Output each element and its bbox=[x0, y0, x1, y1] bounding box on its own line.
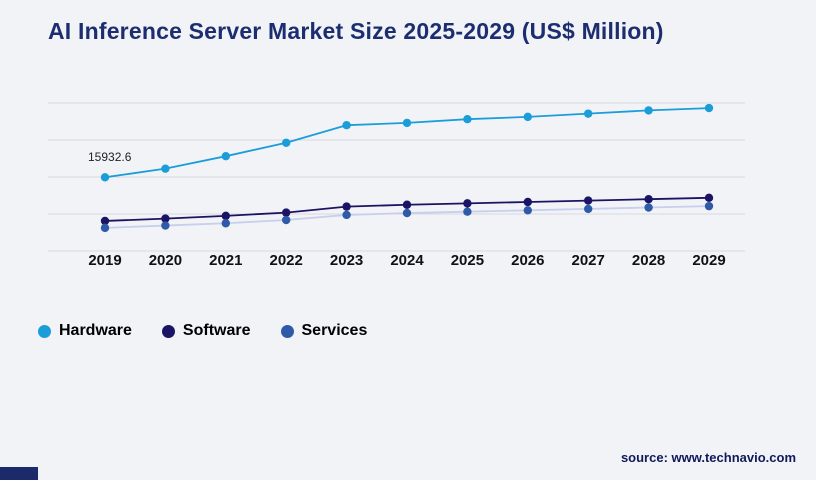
x-axis-label: 2025 bbox=[450, 252, 485, 269]
legend-item-services: Services bbox=[280, 322, 368, 340]
data-label-hardware-2019: 15932.6 bbox=[88, 150, 132, 164]
data-point-software bbox=[282, 208, 291, 217]
data-point-hardware bbox=[644, 106, 653, 115]
data-point-hardware bbox=[584, 109, 593, 118]
legend-label: Services bbox=[301, 322, 368, 339]
series-line-hardware bbox=[104, 107, 710, 179]
data-point-services bbox=[342, 210, 351, 220]
data-point-hardware bbox=[402, 118, 412, 128]
data-point-software bbox=[644, 195, 653, 204]
legend-item-software: Software bbox=[161, 322, 251, 340]
x-axis: 2019 2020 2021 2022 2023 2024 2025 2026 2027 2028… bbox=[0, 252, 816, 276]
data-point-software bbox=[463, 199, 472, 208]
data-point-hardware bbox=[282, 138, 291, 147]
legend-label: Hardware bbox=[59, 322, 132, 339]
data-point-services bbox=[584, 204, 593, 214]
data-point-services bbox=[463, 207, 472, 216]
data-point-software bbox=[161, 214, 170, 223]
data-point-services bbox=[523, 206, 532, 215]
data-point-services bbox=[402, 208, 412, 218]
data-point-software bbox=[584, 196, 593, 205]
chart-legend: Hardware Software Services bbox=[38, 322, 367, 340]
data-point-software bbox=[221, 211, 230, 221]
data-point-hardware bbox=[342, 121, 351, 130]
data-point-services bbox=[100, 223, 110, 233]
legend-label: Software bbox=[182, 322, 251, 339]
x-axis-label: 2022 bbox=[269, 252, 303, 269]
legend-dot-icon bbox=[38, 324, 51, 338]
data-point-hardware bbox=[221, 151, 230, 161]
data-point-software bbox=[100, 216, 110, 226]
data-point-services bbox=[221, 219, 230, 228]
x-axis-label: 2028 bbox=[631, 252, 666, 269]
x-axis-label: 2019 bbox=[88, 252, 122, 269]
data-point-software bbox=[523, 197, 532, 207]
data-point-services bbox=[282, 215, 291, 225]
data-point-software bbox=[342, 202, 351, 211]
footer-brand-bar bbox=[0, 467, 38, 480]
data-point-hardware bbox=[463, 114, 472, 124]
data-point-hardware bbox=[161, 164, 170, 173]
x-axis-label: 2023 bbox=[329, 252, 364, 269]
legend-dot-icon bbox=[161, 324, 175, 338]
data-point-services bbox=[704, 201, 714, 211]
source-attribution: source: www.technavio.com bbox=[620, 450, 796, 465]
x-axis-label: 2024 bbox=[390, 252, 424, 269]
x-axis-label: 2029 bbox=[692, 252, 726, 269]
chart-svg bbox=[48, 102, 745, 252]
data-point-software bbox=[704, 193, 714, 203]
chart-title: AI Inference Server Market Size 2025-202… bbox=[48, 18, 664, 44]
data-point-services bbox=[161, 221, 170, 230]
x-axis-label: 2026 bbox=[511, 252, 545, 269]
data-point-services bbox=[644, 203, 653, 212]
legend-item-hardware: Hardware bbox=[38, 322, 132, 340]
legend-dot-icon bbox=[280, 324, 294, 338]
x-axis-label: 2021 bbox=[209, 252, 243, 269]
data-point-hardware bbox=[523, 112, 532, 122]
data-point-software bbox=[402, 200, 412, 209]
x-axis-label: 2020 bbox=[148, 252, 183, 269]
data-point-hardware bbox=[100, 173, 110, 182]
chart-plot-area bbox=[0, 70, 816, 270]
data-point-hardware bbox=[704, 103, 714, 113]
x-axis-label: 2027 bbox=[571, 252, 605, 269]
